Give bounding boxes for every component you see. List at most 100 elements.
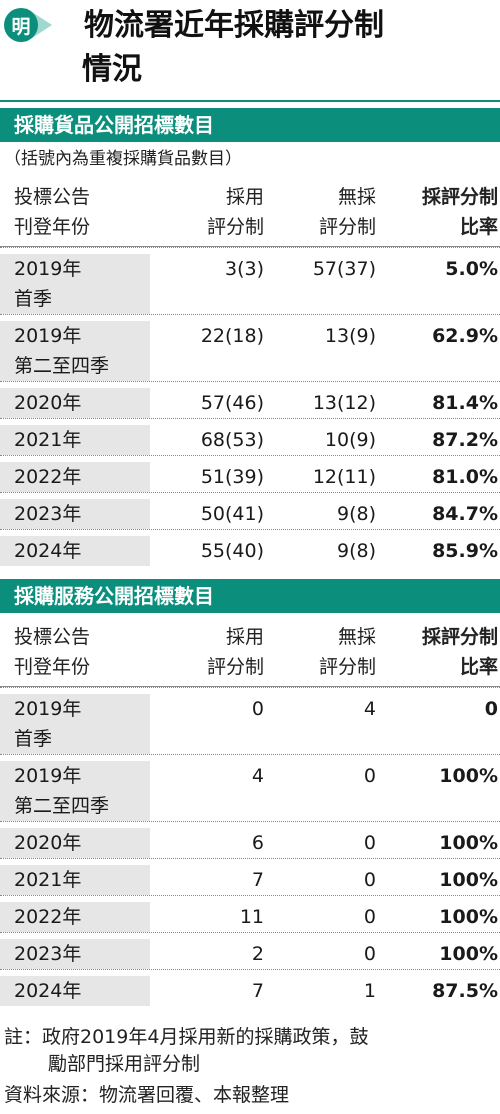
year-label: 2021年	[14, 429, 82, 451]
not-adopted-count: 0	[363, 869, 376, 891]
header-ratio-line2: 比率	[459, 656, 498, 678]
ratio-value: 87.2%	[432, 429, 498, 451]
adopted-count: 55(40)	[200, 540, 264, 562]
year-label: 2021年	[14, 869, 82, 891]
ratio-value: 100%	[439, 906, 498, 928]
services-header-row: 投標公告 刊登年份 採用 評分制 無採 評分制 採評分制 比率	[0, 616, 500, 686]
year-label: 2022年	[14, 466, 82, 488]
header-ratio-line1: 採評分制	[421, 626, 498, 648]
header-divider	[0, 686, 500, 687]
year-label: 2024年	[14, 980, 82, 1002]
title-line-2: 情況	[82, 52, 142, 87]
not-adopted-count: 4	[363, 698, 376, 720]
year-cell: 2020年	[14, 828, 154, 858]
quarter-label: 第二至四季	[14, 795, 110, 817]
year-cell: 2023年	[14, 499, 154, 529]
year-cell-background	[0, 902, 150, 932]
not-adopted-count: 1	[363, 980, 376, 1002]
year-label: 2022年	[14, 906, 82, 928]
year-label: 2019年	[14, 698, 82, 720]
not-adopted-count: 12(11)	[312, 466, 376, 488]
adopted-count: 22(18)	[200, 325, 264, 347]
adopted-count: 51(39)	[200, 466, 264, 488]
year-cell-background	[0, 761, 150, 821]
table-row: 2019年 第二至四季 22(18) 13(9) 62.9%	[0, 314, 500, 381]
year-label: 2020年	[14, 392, 82, 414]
year-label: 2019年	[14, 325, 82, 347]
table-row: 2019年 首季 0 4 0	[0, 687, 500, 754]
adopted-count: 57(46)	[200, 392, 264, 414]
goods-section-title: 採購貨品公開招標數目	[0, 108, 500, 142]
adopted-count: 6	[251, 832, 264, 854]
year-cell: 2024年	[14, 536, 154, 566]
ratio-value: 100%	[439, 943, 498, 965]
not-adopted-count: 57(37)	[312, 258, 376, 280]
header-adopted-line2: 評分制	[206, 656, 264, 678]
ratio-value: 100%	[439, 765, 498, 787]
ratio-value: 81.0%	[432, 466, 498, 488]
newspaper-logo: 明	[4, 6, 52, 44]
year-cell: 2023年	[14, 939, 154, 969]
year-label: 2023年	[14, 943, 82, 965]
year-cell: 2019年 首季	[14, 254, 154, 314]
adopted-count: 68(53)	[200, 429, 264, 451]
table-row: 2022年 11 0 100%	[0, 895, 500, 932]
not-adopted-count: 10(9)	[324, 429, 376, 451]
not-adopted-count: 9(8)	[336, 503, 376, 525]
year-cell-background	[0, 536, 150, 566]
not-adopted-count: 0	[363, 765, 376, 787]
year-cell-background	[0, 499, 150, 529]
year-cell-background	[0, 976, 150, 1006]
page-title: 物流署近年採購評分制 情況	[82, 4, 494, 92]
header-adopted-line1: 採用	[225, 186, 264, 208]
ratio-value: 100%	[439, 832, 498, 854]
header-divider	[0, 246, 500, 247]
table-row: 2023年 50(41) 9(8) 84.7%	[0, 492, 500, 529]
logo-circle-icon: 明	[4, 8, 38, 42]
header-ratio: 採評分制 比率	[382, 622, 498, 682]
table-row: 2023年 2 0 100%	[0, 932, 500, 969]
not-adopted-count: 13(12)	[312, 392, 376, 414]
year-cell-background	[0, 388, 150, 418]
header-year: 投標公告 刊登年份	[14, 622, 154, 682]
not-adopted-count: 0	[363, 906, 376, 928]
footnote-line-1: 註：政府2019年4月採用新的採購政策，鼓	[4, 1026, 369, 1048]
ratio-value: 0	[484, 698, 498, 720]
header-ratio-line2: 比率	[459, 216, 498, 238]
year-cell: 2021年	[14, 865, 154, 895]
goods-rows: 2019年 首季 3(3) 57(37) 5.0% 2019年 第二至四季 22(18) 13(…	[0, 247, 500, 566]
header-adopted: 採用 評分制	[160, 622, 264, 682]
year-cell: 2024年	[14, 976, 154, 1006]
header-year-line2: 刊登年份	[14, 656, 91, 678]
year-label: 2023年	[14, 503, 82, 525]
source-credit: 資料來源：物流署回覆、本報整理	[4, 1084, 290, 1106]
footnote: 註：政府2019年4月採用新的採購政策，鼓 勵部門採用評分制	[4, 1024, 496, 1078]
year-label: 2020年	[14, 832, 82, 854]
header-year-line1: 投標公告	[14, 186, 91, 208]
year-cell-background	[0, 939, 150, 969]
ratio-value: 85.9%	[432, 540, 498, 562]
header-ratio: 採評分制 比率	[382, 182, 498, 242]
table-row: 2019年 首季 3(3) 57(37) 5.0%	[0, 247, 500, 314]
year-cell: 2021年	[14, 425, 154, 455]
header-adopted: 採用 評分制	[160, 182, 264, 242]
table-row: 2020年 6 0 100%	[0, 821, 500, 858]
table-row: 2022年 51(39) 12(11) 81.0%	[0, 455, 500, 492]
ratio-value: 87.5%	[432, 980, 498, 1002]
table-row: 2021年 68(53) 10(9) 87.2%	[0, 418, 500, 455]
header-adopted-line2: 評分制	[206, 216, 264, 238]
year-cell: 2020年	[14, 388, 154, 418]
year-label: 2019年	[14, 765, 82, 787]
ratio-value: 81.4%	[432, 392, 498, 414]
year-cell-background	[0, 321, 150, 381]
quarter-label: 首季	[14, 728, 53, 750]
table-row: 2019年 第二至四季 4 0 100%	[0, 754, 500, 821]
adopted-count: 11	[239, 906, 264, 928]
section-divider	[0, 100, 500, 102]
quarter-label: 第二至四季	[14, 355, 110, 377]
year-label: 2024年	[14, 540, 82, 562]
year-label: 2019年	[14, 258, 82, 280]
title-line-1: 物流署近年採購評分制	[84, 8, 384, 43]
ratio-value: 62.9%	[432, 325, 498, 347]
adopted-count: 3(3)	[224, 258, 264, 280]
